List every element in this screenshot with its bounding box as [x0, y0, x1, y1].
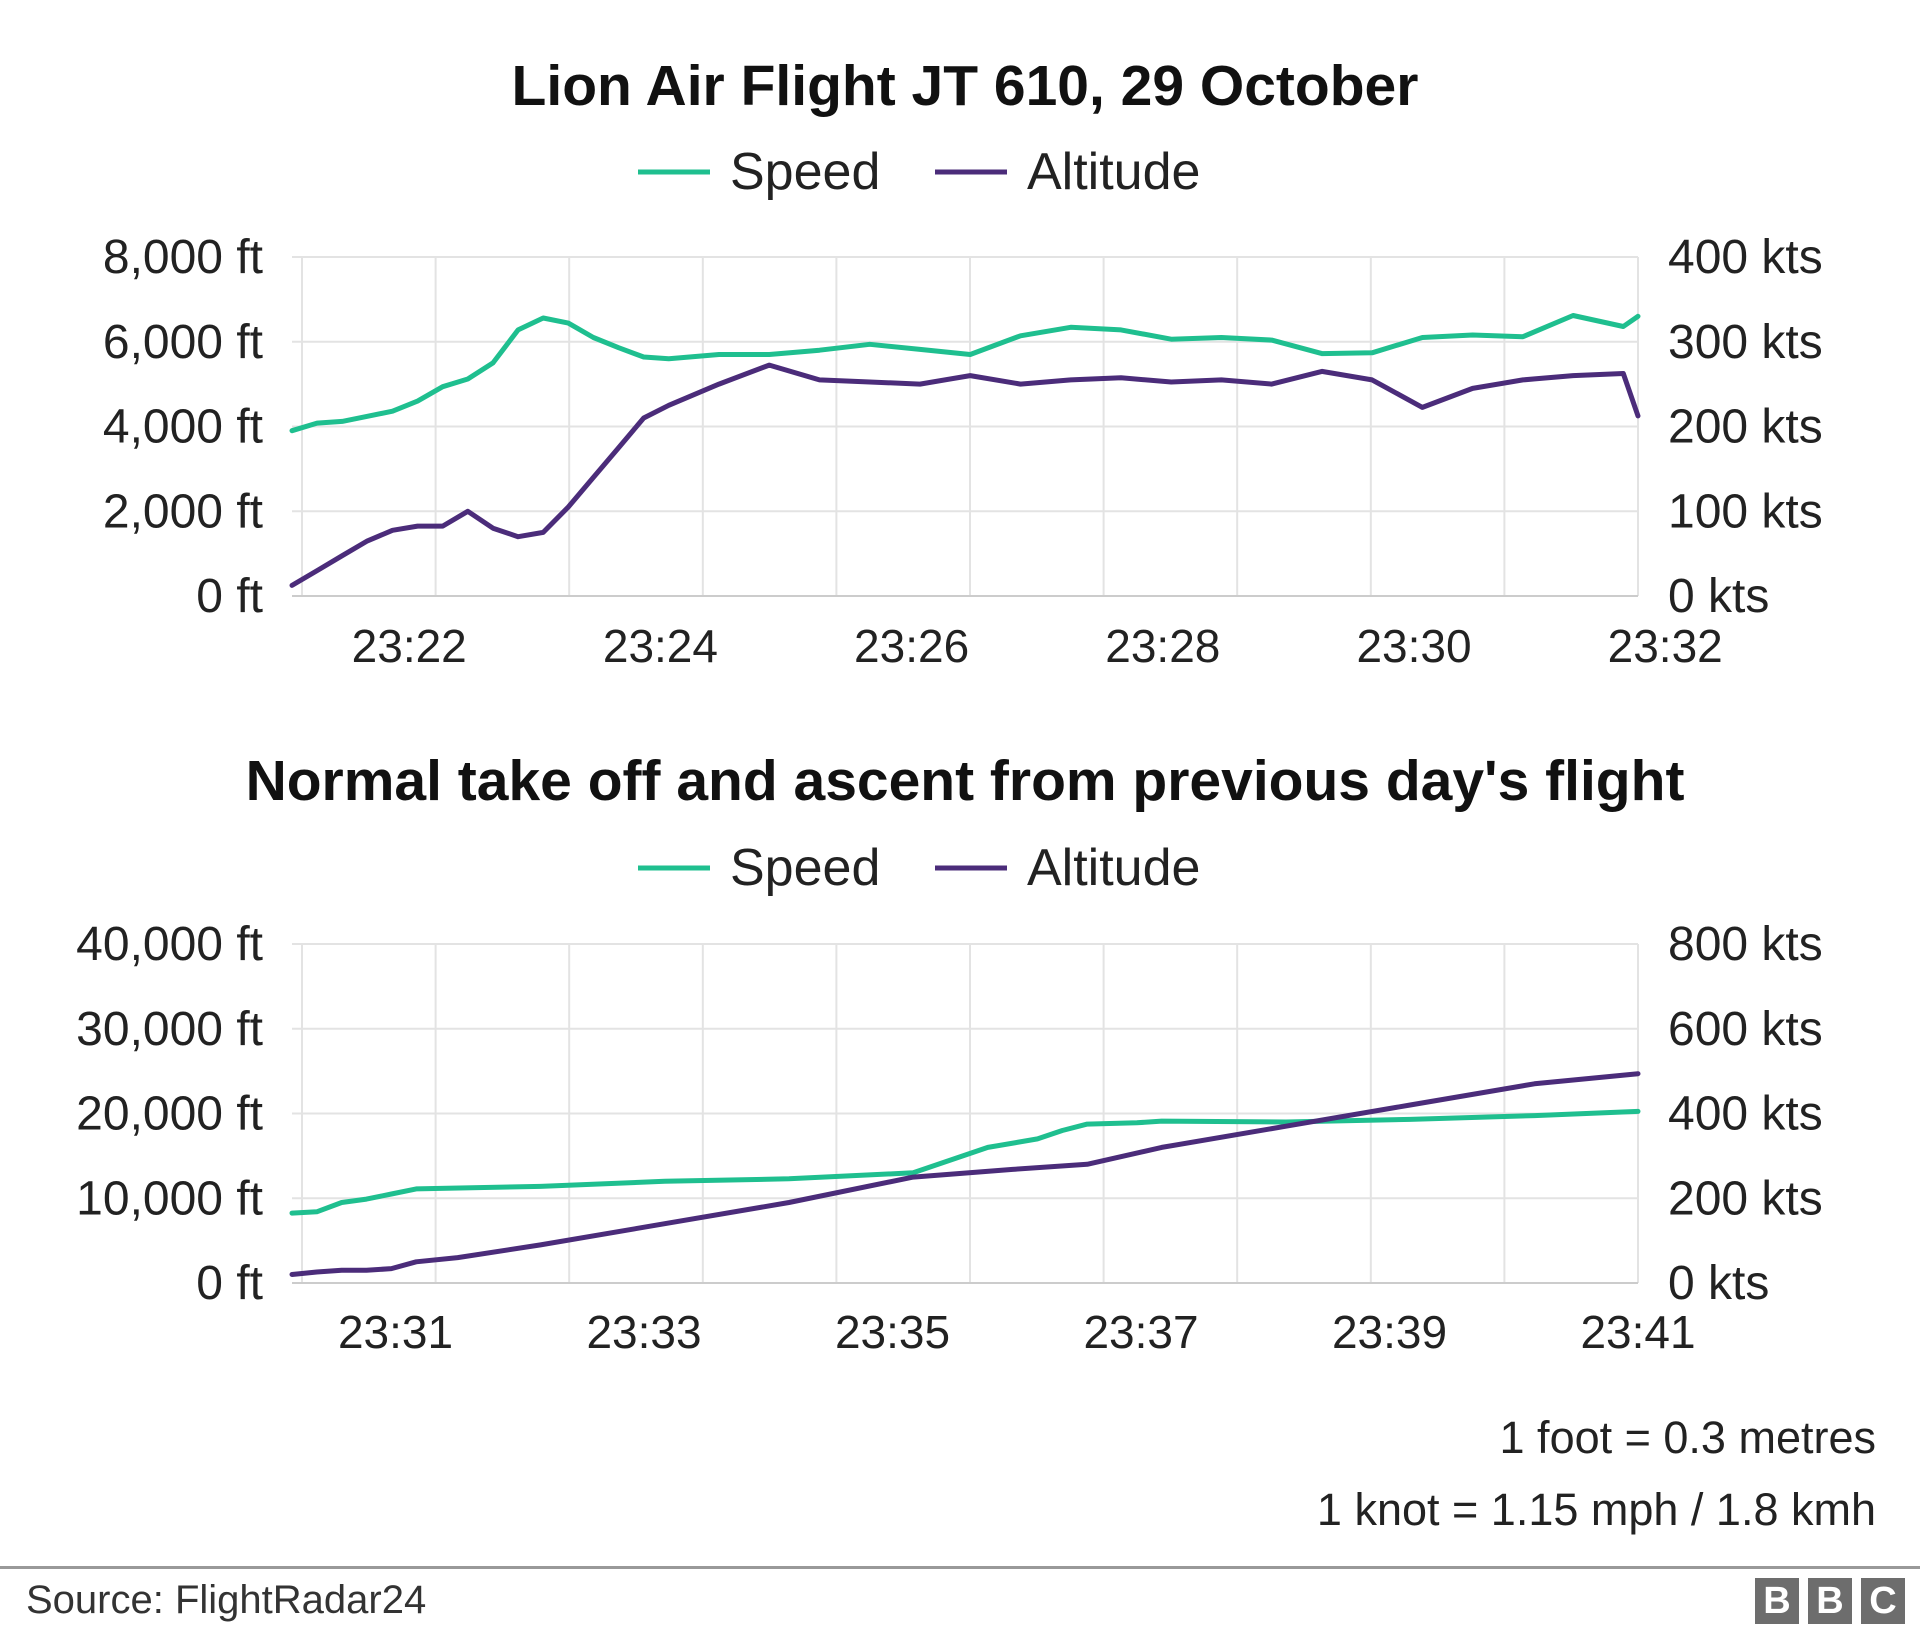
chart1-x-tick: 23:30 — [1356, 620, 1471, 672]
chart2-legend-altitude-label: Altitude — [1027, 839, 1200, 897]
chart2-x-tick: 23:33 — [586, 1306, 701, 1358]
chart2-y-right-tick: 0 kts — [1668, 1257, 1769, 1310]
chart1-legend-altitude-label: Altitude — [1027, 143, 1200, 201]
chart2-x-tick: 23:35 — [835, 1306, 950, 1358]
chart2-legend-speed-label: Speed — [730, 839, 880, 897]
chart1-x-tick: 23:28 — [1105, 620, 1220, 672]
chart1-legend-speed-label: Speed — [730, 143, 880, 201]
unit-note-feet: 1 foot = 0.3 metres — [1499, 1412, 1876, 1463]
chart2-x-tick: 23:37 — [1083, 1306, 1198, 1358]
chart1-y-left-tick: 2,000 ft — [103, 485, 263, 538]
chart1-y-left-tick: 0 ft — [196, 570, 263, 623]
chart1-series-speed-line — [289, 313, 1641, 434]
bbc-logo: B B C — [1755, 1578, 1905, 1624]
chart2-y-left-tick: 10,000 ft — [76, 1172, 263, 1225]
chart1-x-tick: 23:26 — [854, 620, 969, 672]
chart1-y-right-tick: 100 kts — [1668, 485, 1823, 538]
bbc-logo-block-3: C — [1861, 1578, 1905, 1624]
unit-note-knots: 1 knot = 1.15 mph / 1.8 kmh — [1316, 1484, 1876, 1535]
chart1-x-tick: 23:32 — [1608, 620, 1723, 672]
chart2-y-right-tick: 800 kts — [1668, 918, 1823, 971]
bbc-logo-block-2: B — [1808, 1578, 1852, 1624]
chart2-series-altitude-line — [289, 1071, 1641, 1277]
chart2-x-tick: 23:31 — [338, 1306, 453, 1358]
chart2-y-left-tick: 40,000 ft — [76, 918, 263, 971]
chart2-y-right-tick: 600 kts — [1668, 1003, 1823, 1056]
chart1-y-right-tick: 300 kts — [1668, 316, 1823, 369]
chart1-y-left-tick: 4,000 ft — [103, 401, 263, 454]
chart2-y-right-tick: 400 kts — [1668, 1088, 1823, 1141]
chart1-y-right-tick: 200 kts — [1668, 401, 1823, 454]
chart1-y-right-tick: 0 kts — [1668, 570, 1769, 623]
chart2-x-tick: 23:41 — [1580, 1306, 1695, 1358]
chart2-y-left-tick: 20,000 ft — [76, 1088, 263, 1141]
chart2-title: Normal take off and ascent from previous… — [246, 749, 1685, 813]
chart2-series-speed-line — [289, 1108, 1641, 1216]
chart1-x-tick: 23:24 — [603, 620, 718, 672]
source-credit: Source: FlightRadar24 — [26, 1578, 427, 1622]
chart1-y-left-tick: 6,000 ft — [103, 316, 263, 369]
chart2-y-left-tick: 0 ft — [196, 1257, 263, 1310]
chart2-y-right-tick: 200 kts — [1668, 1172, 1823, 1225]
chart2-y-left-tick: 30,000 ft — [76, 1003, 263, 1056]
chart1-title: Lion Air Flight JT 610, 29 October — [512, 54, 1419, 118]
chart1-x-tick: 23:22 — [352, 620, 467, 672]
bbc-logo-block-1: B — [1755, 1578, 1799, 1624]
chart2-x-tick: 23:39 — [1332, 1306, 1447, 1358]
chart1-y-right-tick: 400 kts — [1668, 231, 1823, 284]
chart1-y-left-tick: 8,000 ft — [103, 231, 263, 284]
footer-divider — [0, 1566, 1920, 1569]
chart1-series-altitude-line — [289, 362, 1641, 588]
